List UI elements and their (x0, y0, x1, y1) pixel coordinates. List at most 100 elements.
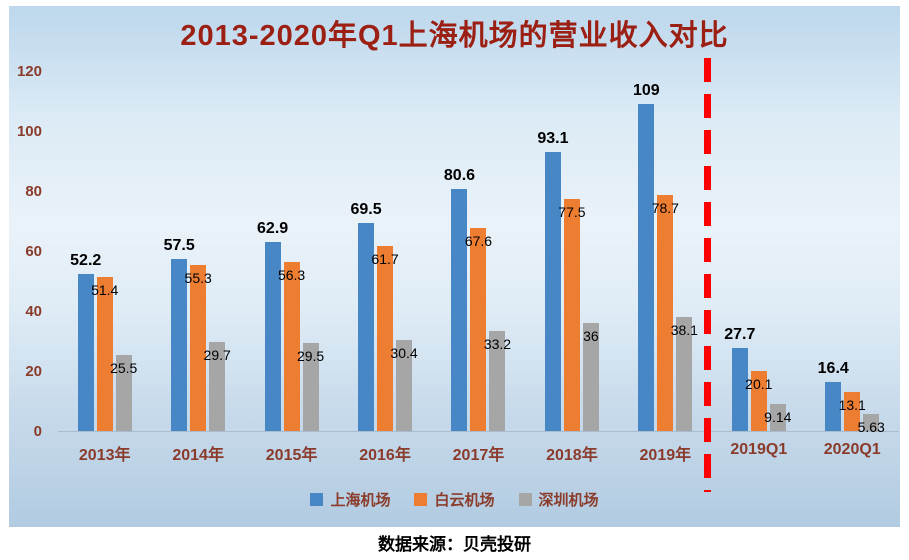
bar-深圳机场-2015年[interactable] (302, 342, 319, 431)
bar-group-2013年: 52.2 51.4 25.5 (58, 72, 151, 431)
bar-slot: 67.6 (465, 72, 492, 431)
x-tick-label-2016年: 2016年 (359, 447, 411, 464)
value-label: 9.14 (764, 408, 792, 425)
bar-白云机场-2018年[interactable] (563, 198, 580, 431)
bar-上海机场-2014年[interactable] (171, 258, 188, 431)
legend-label: 深圳机场 (538, 492, 599, 509)
bar-上海机场-2019Q1[interactable] (731, 347, 748, 431)
bar-深圳机场-2018年[interactable] (582, 323, 599, 431)
y-tick-label: 20 (25, 363, 42, 380)
x-tick-label-2014年: 2014年 (172, 447, 224, 464)
bar-深圳机场-2017年[interactable] (489, 331, 506, 431)
bar-slot: 36 (582, 72, 599, 431)
value-label: 56.3 (277, 267, 306, 284)
bar-slot: 29.7 (204, 72, 231, 431)
bar-group-2020Q1: 16.4 13.1 5.63 (806, 72, 899, 435)
bar-slot: 33.2 (484, 72, 511, 431)
bar-上海机场-2018年[interactable] (544, 151, 561, 431)
value-label: 55.3 (184, 270, 212, 287)
x-tick-label-2020Q1: 2020Q1 (823, 441, 881, 458)
bar-深圳机场-2019Q1[interactable] (769, 403, 786, 431)
bar-上海机场-2017年[interactable] (451, 189, 468, 431)
value-label: 16.4 (817, 359, 849, 377)
value-label: 67.6 (464, 233, 493, 250)
value-label: 80.6 (443, 167, 476, 185)
bar-group-2015年: 62.9 56.3 29.5 (245, 72, 338, 431)
bar-group-2019Q1: 27.7 20.1 9.14 (712, 72, 805, 431)
x-tick-label-2018年: 2018年 (546, 447, 598, 464)
bar-slot: 27.7 (724, 72, 755, 431)
bar-slot: 78.7 (652, 72, 679, 431)
bar-白云机场-2017年[interactable] (470, 228, 487, 431)
value-label: 30.4 (390, 344, 418, 361)
y-axis: 0 20 40 60 80 100 120 (0, 63, 50, 440)
bar-slot: 56.3 (278, 72, 305, 431)
legend-swatch-icon (518, 493, 532, 506)
y-tick-label: 80 (25, 183, 42, 200)
value-label: 57.5 (163, 236, 195, 254)
bar-slot: 93.1 (537, 72, 568, 431)
bar-slot: 5.63 (858, 72, 885, 435)
value-label: 13.1 (838, 396, 866, 413)
bar-slot: 69.5 (350, 72, 382, 431)
value-label: 52.2 (70, 252, 102, 270)
legend-item-深圳机场[interactable]: 深圳机场 (518, 489, 599, 510)
bar-slot: 20.1 (745, 72, 772, 431)
bar-slot: 77.5 (558, 72, 586, 431)
bar-白云机场-2013年[interactable] (96, 276, 113, 431)
chart-title: 2013-2020年Q1上海机场的营业收入对比 (180, 20, 729, 52)
y-tick-label: 100 (16, 123, 42, 140)
bar-白云机场-2019Q1[interactable] (750, 370, 767, 431)
bar-group-2014年: 57.5 55.3 29.7 (151, 72, 244, 431)
bar-深圳机场-2019年[interactable] (676, 316, 693, 431)
bar-slot: 38.1 (671, 72, 698, 431)
value-label: 62.9 (257, 220, 289, 238)
x-tick-label-2017年: 2017年 (452, 447, 505, 464)
bar-深圳机场-2020Q1[interactable] (863, 414, 880, 431)
value-label: 69.5 (350, 200, 382, 218)
bar-slot: 62.9 (257, 72, 288, 431)
x-tick-label-2013年: 2013年 (78, 447, 131, 464)
value-label: 93.1 (537, 129, 569, 147)
bar-上海机场-2016年[interactable] (358, 222, 375, 431)
value-label: 29.7 (203, 346, 231, 363)
bar-上海机场-2013年[interactable] (77, 274, 94, 431)
bar-slot: 51.4 (91, 72, 118, 431)
legend-item-上海机场[interactable]: 上海机场 (310, 489, 390, 510)
legend: 上海机场 白云机场 深圳机场 (0, 489, 909, 510)
bar-上海机场-2019年[interactable] (638, 104, 655, 431)
bar-slot: 30.4 (390, 72, 418, 431)
bar-group-2018年: 93.1 77.5 36 (525, 72, 618, 431)
bar-slot: 52.2 (70, 72, 101, 431)
value-label: 38.1 (670, 321, 698, 338)
bar-深圳机场-2013年[interactable] (115, 354, 132, 431)
x-axis: 2013年 2014年 2015年 2016年 2017年 2018年 2019年 2019Q… (58, 441, 899, 465)
bar-白云机场-2020Q1[interactable] (844, 391, 861, 431)
bar-slot: 25.5 (110, 72, 137, 431)
value-label: 36 (583, 328, 599, 344)
y-tick-label: 40 (25, 303, 42, 320)
bar-白云机场-2019年[interactable] (657, 194, 674, 431)
bar-白云机场-2015年[interactable] (283, 262, 300, 431)
value-label: 33.2 (483, 336, 512, 353)
bar-group-2016年: 69.5 61.7 30.4 (338, 72, 431, 431)
plot-area: 52.2 51.4 25.5 57.5 55.3 29.7 62.9 56.3 29.5 69.5… (58, 72, 899, 435)
bar-深圳机场-2016年[interactable] (396, 339, 413, 431)
bar-slot: 57.5 (164, 72, 195, 431)
legend-item-白云机场[interactable]: 白云机场 (414, 489, 495, 510)
bar-上海机场-2015年[interactable] (264, 242, 281, 431)
bar-白云机场-2016年[interactable] (377, 245, 394, 431)
y-tick-label: 0 (33, 423, 42, 440)
bar-slot: 16.4 (818, 72, 849, 431)
bar-slot: 13.1 (839, 72, 866, 431)
bar-slot: 9.14 (764, 72, 791, 431)
bar-白云机场-2014年[interactable] (190, 265, 207, 431)
x-tick-label-2015年: 2015年 (265, 447, 318, 464)
bar-slot: 109 (633, 72, 660, 431)
bar-深圳机场-2014年[interactable] (209, 341, 226, 431)
y-tick-label: 120 (16, 63, 42, 80)
y-tick-label: 60 (25, 243, 42, 260)
value-label: 109 (632, 82, 660, 99)
legend-label: 白云机场 (434, 492, 495, 509)
bar-上海机场-2020Q1[interactable] (825, 381, 842, 431)
